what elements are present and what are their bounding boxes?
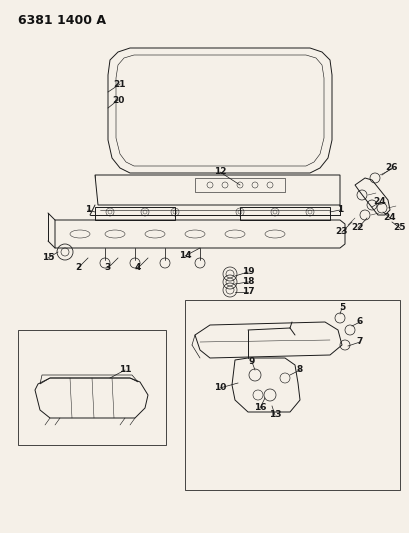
Text: 24: 24 [373,198,385,206]
Text: 11: 11 [119,366,131,375]
Text: 4: 4 [135,263,141,272]
Text: 17: 17 [241,287,254,296]
Text: 24: 24 [383,214,396,222]
Text: 14: 14 [178,252,191,261]
Text: 22: 22 [351,223,363,232]
Text: 18: 18 [241,278,254,287]
Bar [184,300,399,490]
Text: 13: 13 [268,410,281,419]
Text: 7: 7 [356,337,362,346]
Text: 9: 9 [248,358,254,367]
Bar [18,330,166,445]
Text: 25: 25 [393,223,405,232]
Text: 3: 3 [105,263,111,272]
Text: 20: 20 [112,95,124,104]
Text: 19: 19 [241,268,254,277]
Text: 23: 23 [335,228,347,237]
Text: 15: 15 [42,254,54,262]
Text: 1: 1 [85,206,91,214]
Text: 8: 8 [296,366,302,375]
Text: 2: 2 [75,263,81,272]
Text: 5: 5 [338,303,344,312]
Text: 16: 16 [253,403,265,413]
Text: 1: 1 [336,206,342,214]
Text: 6381 1400 A: 6381 1400 A [18,14,106,27]
Text: 10: 10 [213,384,226,392]
Bar [195,178,284,192]
Text: 6: 6 [356,318,362,327]
Text: 21: 21 [113,79,126,88]
Text: 26: 26 [385,164,397,173]
Text: 12: 12 [213,167,226,176]
